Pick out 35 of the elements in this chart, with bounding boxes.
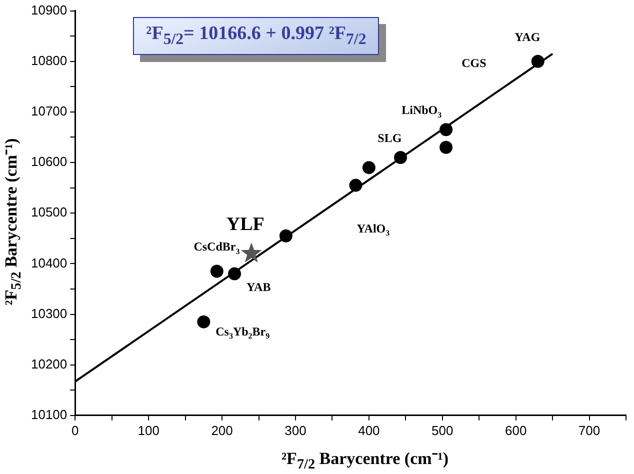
x-tick-label: 400 xyxy=(358,422,380,438)
point xyxy=(349,178,362,192)
x-tick-label: 100 xyxy=(138,422,160,438)
x-tick-label: 500 xyxy=(432,422,454,438)
annotation: CGS xyxy=(462,56,487,70)
y-tick-label: 10200 xyxy=(30,356,68,372)
x-tick-label: 600 xyxy=(504,422,527,438)
point xyxy=(362,161,376,174)
y-tick-label: 10500 xyxy=(30,204,68,220)
x-tick-label: 0 xyxy=(72,422,79,438)
y-tick-label: 10600 xyxy=(30,154,68,170)
point xyxy=(228,267,242,280)
annotation: SLG xyxy=(378,131,402,146)
point xyxy=(531,54,544,68)
point xyxy=(440,123,453,136)
annotation: YAG xyxy=(514,30,540,44)
annotation: YAB xyxy=(246,280,271,294)
y-tick-label: 10100 xyxy=(30,406,68,422)
y-tick-label: 10900 xyxy=(30,2,68,18)
y-tick-label: 10800 xyxy=(30,52,68,68)
point xyxy=(210,264,224,278)
point xyxy=(440,140,453,154)
y-tick-label: 10700 xyxy=(30,104,68,119)
x-tick-label: 700 xyxy=(578,422,600,438)
point xyxy=(197,315,210,328)
point xyxy=(394,150,408,164)
point xyxy=(279,229,292,242)
annotation: ²F$_{5/2}$= 10166.6 + 0.997 ²F$_{7/2}$ xyxy=(133,17,380,55)
y-tick-label: 10300 xyxy=(30,306,68,321)
annotation: YLF xyxy=(226,214,264,236)
x-tick-label: 300 xyxy=(284,422,306,438)
x-axis-title: ²F$_{7/2}$ Barycentre (cm⁻¹) xyxy=(280,448,450,474)
x-tick-label: 200 xyxy=(211,422,233,438)
point xyxy=(240,242,262,262)
y-tick-label: 10400 xyxy=(30,255,68,270)
